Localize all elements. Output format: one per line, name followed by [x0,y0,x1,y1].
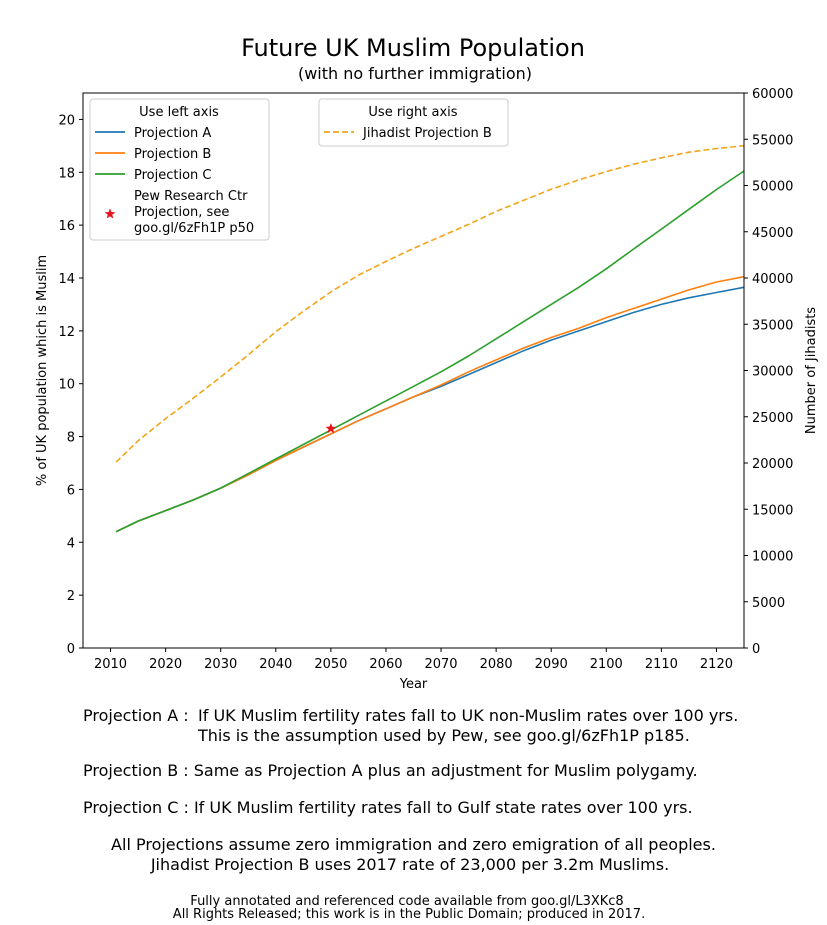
note-projection-a-text-2: This is the assumption used by Pew, see … [198,726,690,745]
footer-rights: All Rights Released; this work is in the… [172,907,646,922]
y2-tick-label: 0 [752,642,760,657]
y-tick-label: 2 [67,589,75,604]
y2-tick-label: 20000 [752,457,793,472]
y2-tick-label: 50000 [752,180,793,195]
x-tick-label: 2020 [149,657,182,672]
x-tick-label: 2070 [424,657,457,672]
y-tick-label: 8 [67,431,75,446]
footer-code-link: Fully annotated and referenced code avai… [190,894,624,909]
legend-entry: goo.gl/6zFh1P p50 [134,221,254,236]
x-tick-label: 2040 [259,657,292,672]
legend-right-box [318,98,509,147]
y2-tick-label: 30000 [752,365,793,380]
note-jihadist-rate: Jihadist Projection B uses 2017 rate of … [150,855,670,874]
pew-marker-star [325,422,337,434]
y-tick-label: 4 [67,536,75,551]
x-tick-label: 2010 [94,657,127,672]
y-tick-label: 10 [58,378,75,393]
note-all-projections: All Projections assume zero immigration … [111,835,716,854]
chart-subtitle: (with no further immigration) [298,64,532,83]
x-tick-label: 2060 [369,657,402,672]
note-projection-b: Projection B : Same as Projection A plus… [83,761,698,780]
legend-entry: Projection B [134,147,211,162]
y2-tick-label: 40000 [752,272,793,287]
legend-left-box [89,98,270,241]
x-tick-label: 2100 [590,657,623,672]
note-projection-c: Projection C : If UK Muslim fertility ra… [83,798,693,817]
legend-entry: Projection C [134,168,212,183]
x-tick-label: 2120 [700,657,733,672]
y-tick-label: 6 [67,483,75,498]
series-line-projection-c [115,170,745,533]
chart-title: Future UK Muslim Population [241,34,585,62]
series-line-projection-a [115,286,745,533]
note-projection-a-label: Projection A : [83,706,189,725]
x-tick-label: 2110 [645,657,678,672]
legend-star-icon [104,208,116,219]
y2-tick-label: 60000 [752,87,793,102]
x-tick-label: 2090 [535,657,568,672]
legend-entry: Jihadist Projection B [362,126,492,141]
y2-tick-label: 25000 [752,411,793,426]
series-line-jihadist-projection-b [115,144,745,463]
x-tick-label: 2030 [204,657,237,672]
y-tick-label: 14 [58,272,75,287]
y2-tick-label: 55000 [752,133,793,148]
y-tick-label: 12 [58,325,75,340]
y-tick-label: 18 [58,166,75,181]
y-tick-label: 20 [58,113,75,128]
legend-entry: Projection A [134,126,211,141]
y-tick-label: 0 [67,642,75,657]
y2-tick-label: 10000 [752,550,793,565]
y2-axis-label: Number of Jihadists [804,307,819,434]
x-axis-label: Year [399,677,428,692]
y-axis-label: % of UK population which is Muslim [35,255,50,486]
legend-entry: Pew Research Ctr [134,189,248,204]
legend-entry: Projection, see [134,205,229,220]
legend-left-title: Use left axis [139,105,219,120]
legend-right-title: Use right axis [368,105,457,120]
x-tick-label: 2080 [480,657,513,672]
note-projection-a-text: If UK Muslim fertility rates fall to UK … [198,706,739,725]
y2-tick-label: 35000 [752,318,793,333]
y2-tick-label: 15000 [752,503,793,518]
y2-tick-label: 45000 [752,226,793,241]
y-tick-label: 16 [58,219,75,234]
x-tick-label: 2050 [314,657,347,672]
y2-tick-label: 5000 [752,596,785,611]
chart: Future UK Muslim Population (with no furt… [35,34,819,692]
